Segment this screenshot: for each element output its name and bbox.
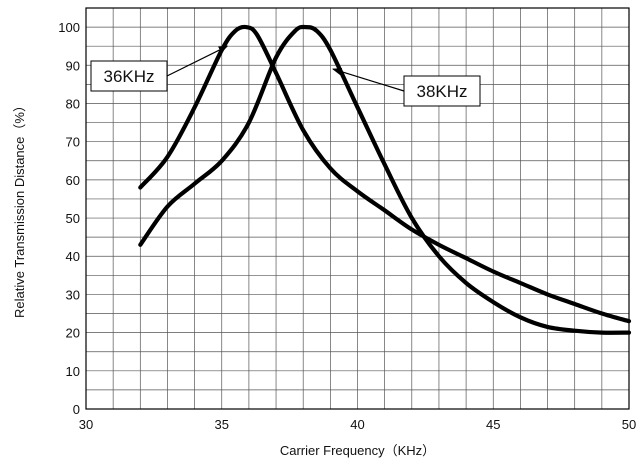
series-lines xyxy=(138,24,632,335)
y-tick-label: 70 xyxy=(66,135,80,150)
grid xyxy=(86,8,629,409)
series-line-36khz xyxy=(138,24,632,324)
x-tick-label: 35 xyxy=(215,417,229,432)
x-tick-label: 50 xyxy=(622,417,636,432)
x-axis-label: Carrier Frequency（KHz） xyxy=(280,443,435,458)
y-tick-label: 10 xyxy=(66,364,80,379)
callout-arrow xyxy=(166,45,229,77)
y-tick-labels: 0 10 20 30 40 50 60 70 80 90 100 xyxy=(58,20,80,417)
y-tick-label: 20 xyxy=(66,326,80,341)
plot-frame xyxy=(85,7,630,410)
series-line-38khz xyxy=(138,24,632,335)
y-tick-label: 30 xyxy=(66,287,80,302)
callout-box xyxy=(403,75,481,107)
y-tick-label: 60 xyxy=(66,173,80,188)
callout-arrow xyxy=(331,68,405,92)
callouts: 36KHz 38KHz xyxy=(90,45,481,107)
y-tick-label: 0 xyxy=(73,402,80,417)
y-tick-label: 100 xyxy=(58,20,80,35)
y-tick-label: 90 xyxy=(66,58,80,73)
callout-38khz: 38KHz xyxy=(331,68,481,107)
callout-36khz: 36KHz xyxy=(90,45,229,92)
x-tick-label: 45 xyxy=(486,417,500,432)
y-axis-label: Relative Transmission Distance（%） xyxy=(12,99,27,318)
y-tick-label: 80 xyxy=(66,96,80,111)
x-tick-label: 40 xyxy=(350,417,364,432)
callout-label: 38KHz xyxy=(416,82,467,101)
callout-label: 36KHz xyxy=(103,67,154,86)
x-tick-label: 30 xyxy=(79,417,93,432)
y-tick-label: 40 xyxy=(66,249,80,264)
y-tick-label: 50 xyxy=(66,211,80,226)
x-tick-labels: 30 35 40 45 50 xyxy=(79,417,636,432)
